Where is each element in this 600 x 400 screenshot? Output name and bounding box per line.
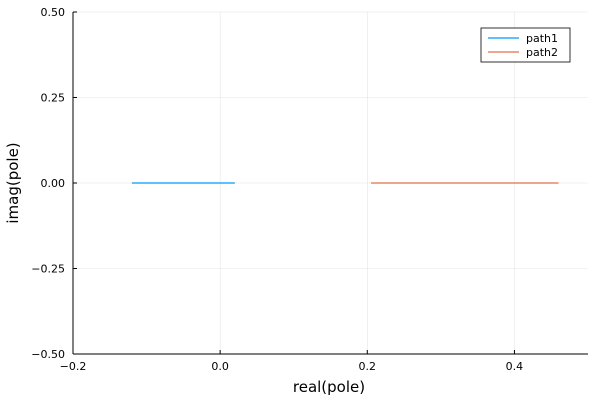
tick-labels: −0.2 0.0 0.2 0.4 −0.50 −0.25 0.00 0.25 0.50 bbox=[31, 6, 523, 373]
x-tick-label: −0.2 bbox=[60, 360, 87, 373]
legend-label-path2: path2 bbox=[526, 46, 558, 59]
y-tick-label: −0.50 bbox=[31, 348, 65, 361]
axes bbox=[72, 11, 588, 355]
x-axis-label: real(pole) bbox=[293, 378, 365, 396]
x-tick-label: 0.0 bbox=[211, 360, 229, 373]
y-tick-label: 0.50 bbox=[41, 6, 66, 19]
legend-label-path1: path1 bbox=[526, 32, 558, 45]
y-axis-label: imag(pole) bbox=[4, 142, 22, 223]
y-tick-label: −0.25 bbox=[31, 263, 65, 276]
x-tick-label: 0.2 bbox=[359, 360, 377, 373]
y-tick-label: 0.25 bbox=[41, 92, 66, 105]
legend-box bbox=[480, 27, 571, 63]
y-tick-label: 0.00 bbox=[41, 177, 66, 190]
x-tick-label: 0.4 bbox=[506, 360, 524, 373]
